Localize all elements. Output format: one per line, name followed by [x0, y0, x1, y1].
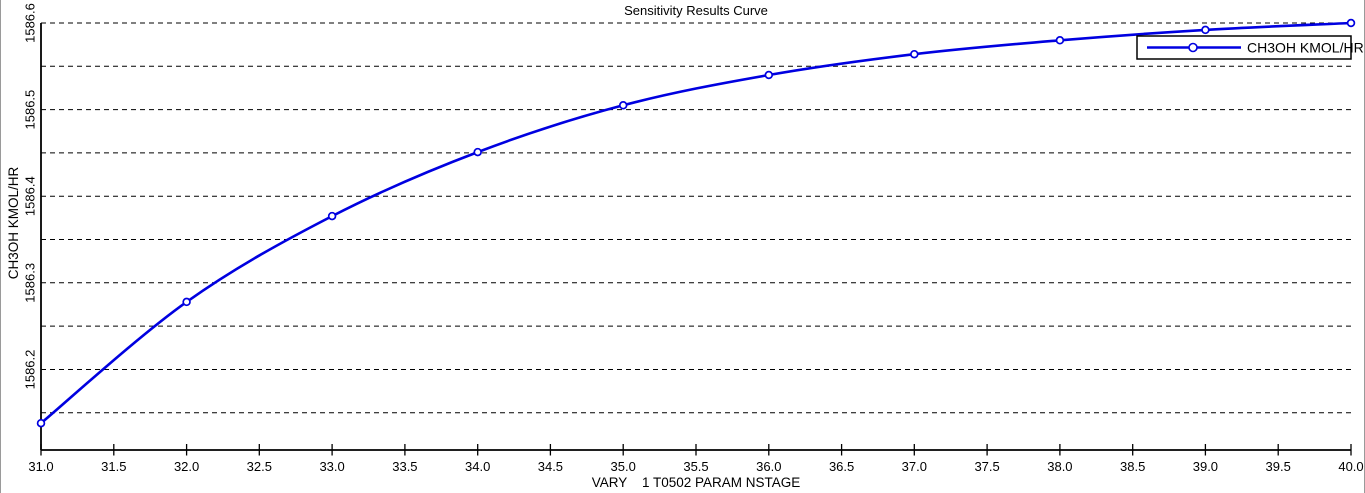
x-tick-label: 37.0	[902, 459, 927, 474]
y-tick-label: 1586.6	[23, 3, 38, 43]
series-curve	[40, 21, 1352, 425]
data-point-marker	[36, 418, 46, 428]
data-point-marker	[1055, 36, 1065, 45]
x-tick-label: 33.5	[392, 459, 417, 474]
y-tick-label: 1586.3	[23, 263, 38, 303]
data-point-marker	[618, 101, 628, 110]
legend-box	[1136, 35, 1352, 60]
x-tick-label: 37.5	[974, 459, 999, 474]
x-tick-label: 32.5	[247, 459, 272, 474]
x-tick-label: 34.5	[538, 459, 563, 474]
data-point-marker	[182, 297, 191, 307]
x-axis-title: VARY 1 T0502 PARAM NSTAGE	[592, 475, 801, 490]
x-tick-label: 35.5	[683, 459, 708, 474]
x-tick-label: 32.0	[174, 459, 199, 474]
x-tick-label: 39.5	[1266, 459, 1291, 474]
y-tick-label: 1586.5	[23, 90, 38, 130]
data-point-marker	[910, 49, 919, 59]
x-tick-label: 31.5	[101, 459, 126, 474]
x-tick-label: 36.5	[829, 459, 854, 474]
x-tick-label: 33.0	[319, 459, 344, 474]
y-axis-title: CH3OH KMOL/HR	[6, 166, 21, 279]
x-tick-label: 38.0	[1047, 459, 1072, 474]
y-tick-label: 1586.2	[23, 350, 38, 390]
x-tick-label: 40.0	[1338, 459, 1363, 474]
x-tick-label: 31.0	[28, 459, 53, 474]
legend-marker	[1188, 42, 1198, 53]
data-point-marker	[764, 70, 774, 80]
legend-label: CH3OH KMOL/HR	[1247, 40, 1364, 56]
x-tick-label: 35.0	[611, 459, 636, 474]
chart-title: Sensitivity Results Curve	[624, 3, 768, 18]
data-point-marker	[327, 211, 337, 221]
plot-area: 31.0 31.5 32.0 32.5 33.0 33.5 34.0 34.5 35.0 35.5…	[23, 3, 1364, 474]
data-point-marker	[1346, 18, 1356, 28]
x-tick-label: 36.0	[756, 459, 781, 474]
data-point-marker	[473, 147, 482, 157]
y-tick-label: 1586.4	[23, 176, 38, 216]
x-tick-label: 39.0	[1193, 459, 1218, 474]
legend: CH3OH KMOL/HR	[1136, 35, 1364, 60]
x-tick-label: 34.0	[465, 459, 490, 474]
x-tick-label: 38.5	[1120, 459, 1145, 474]
data-point-marker	[1201, 25, 1210, 35]
